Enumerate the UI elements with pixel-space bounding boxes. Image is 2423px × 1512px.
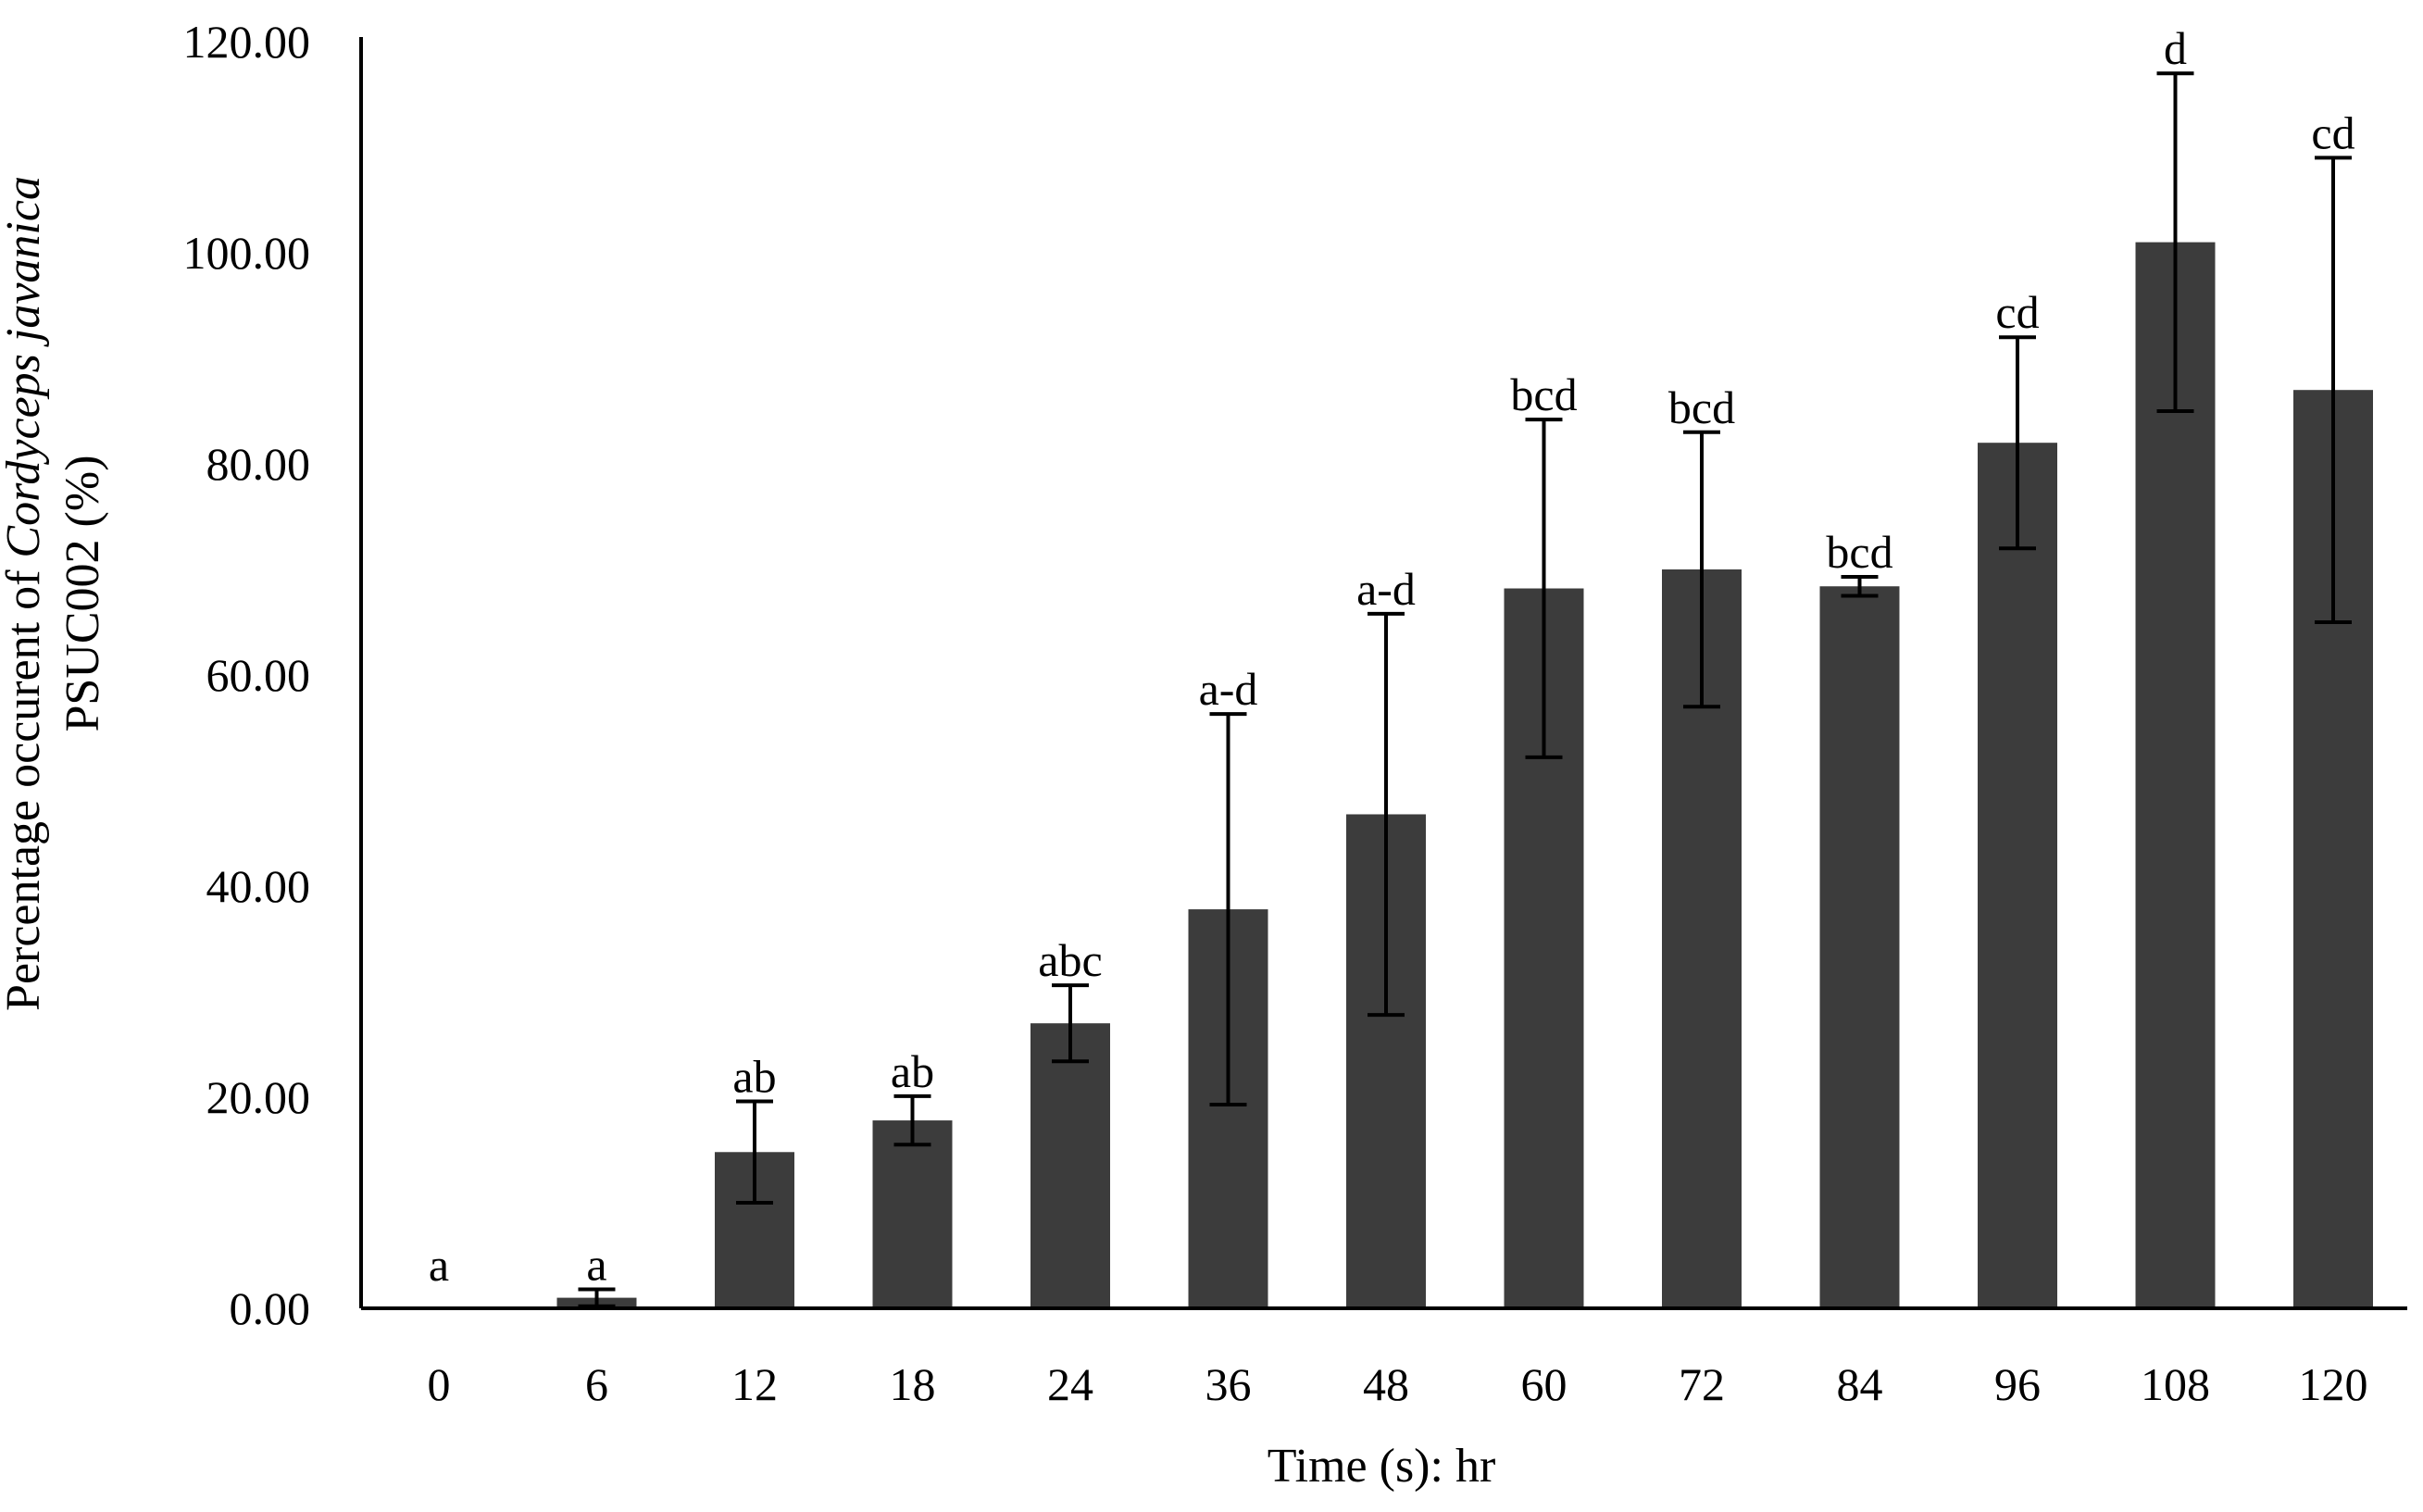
axes-layer xyxy=(359,37,2407,1310)
x-tick-label: 36 xyxy=(1205,1358,1252,1410)
x-tick-label: 108 xyxy=(2141,1358,2210,1410)
y-tick-label: 80.00 xyxy=(206,438,311,490)
error-bar xyxy=(1525,418,1563,759)
error-bar xyxy=(893,1093,931,1147)
x-axis-title: Time (s): hr xyxy=(1268,1440,1496,1493)
bars-layer xyxy=(556,242,2373,1309)
y-tick-labels: 0.00 20.00 40.00 60.00 80.00 100.00 120.00 xyxy=(183,16,311,1334)
x-tick-label: 0 xyxy=(428,1358,451,1410)
y-tick-label: 60.00 xyxy=(206,649,311,701)
significance-letter: d xyxy=(2164,22,2187,74)
x-tick-labels: 0 6 12 18 24 36 48 60 72 84 96 108 120 xyxy=(428,1358,2368,1410)
significance-letter: bcd xyxy=(1826,526,1892,578)
x-tick-label: 60 xyxy=(1521,1358,1567,1410)
x-tick-label: 72 xyxy=(1679,1358,1725,1410)
x-tick-label: 6 xyxy=(585,1358,608,1410)
significance-letter: bcd xyxy=(1510,369,1577,420)
x-tick-label: 18 xyxy=(890,1358,936,1410)
y-tick-label: 100.00 xyxy=(183,227,311,279)
significance-letter: a-d xyxy=(1199,663,1258,715)
significance-letter: cd xyxy=(2311,106,2354,158)
significance-letter: ab xyxy=(891,1045,934,1097)
error-bar xyxy=(1052,983,1089,1064)
x-tick-label: 120 xyxy=(2299,1358,2368,1410)
y-axis-title-prefix: Percentage occurent of xyxy=(0,558,50,1011)
error-bar xyxy=(1368,611,1405,1018)
significance-letters-layer: a a ab ab abc a-d a-d bcd bcd bcd cd d cd xyxy=(429,22,2355,1291)
bar xyxy=(1819,586,1900,1308)
x-tick-label: 24 xyxy=(1047,1358,1093,1410)
bar xyxy=(1030,1023,1110,1308)
x-tick-label: 12 xyxy=(731,1358,778,1410)
y-axis-title-line1: Percentage occurent of Cordyceps javanic… xyxy=(0,176,50,1011)
error-bar xyxy=(1999,335,2036,551)
y-axis-title-species: Cordyceps javanica xyxy=(0,176,50,558)
error-bar xyxy=(736,1099,773,1205)
significance-letter: a xyxy=(429,1239,449,1291)
significance-letter: abc xyxy=(1038,934,1102,986)
error-bar xyxy=(1841,574,1879,598)
error-bar xyxy=(1209,712,1247,1106)
bar xyxy=(872,1120,953,1308)
x-tick-label: 96 xyxy=(1994,1358,2041,1410)
y-axis-title-line2: PSUC002 (%) xyxy=(56,455,109,731)
significance-letter: cd xyxy=(1995,286,2039,338)
significance-letter: a xyxy=(586,1238,606,1290)
error-bar xyxy=(2315,156,2352,624)
y-axis-title: Percentage occurent of Cordyceps javanic… xyxy=(0,176,109,1011)
x-tick-label: 48 xyxy=(1363,1358,1409,1410)
error-bar xyxy=(1683,430,1720,709)
error-bars-layer xyxy=(578,71,2352,1308)
bar xyxy=(2135,242,2216,1309)
error-bar xyxy=(578,1287,616,1308)
x-tick-label: 84 xyxy=(1837,1358,1883,1410)
bar xyxy=(1978,443,2057,1308)
y-tick-label: 120.00 xyxy=(183,16,311,68)
error-bar xyxy=(2156,71,2194,413)
significance-letter: bcd xyxy=(1668,381,1735,433)
significance-letter: a-d xyxy=(1356,563,1416,615)
significance-letter: ab xyxy=(732,1051,776,1103)
y-tick-label: 0.00 xyxy=(230,1282,311,1334)
y-tick-label: 40.00 xyxy=(206,860,311,912)
y-tick-label: 20.00 xyxy=(206,1071,311,1123)
